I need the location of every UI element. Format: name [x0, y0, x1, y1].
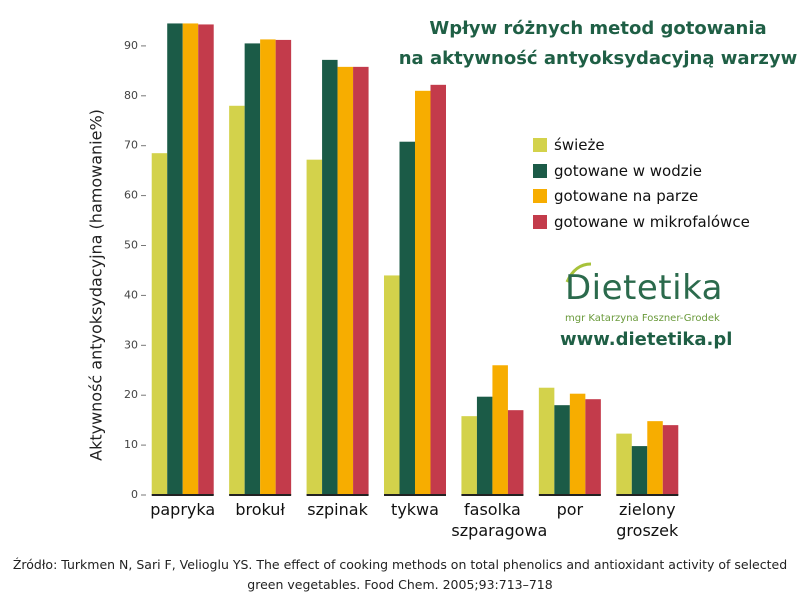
bar: [585, 399, 601, 495]
bar: [182, 23, 199, 495]
bar: [151, 153, 168, 495]
bar: [353, 66, 369, 495]
bar: [306, 159, 323, 495]
bar: [616, 433, 632, 495]
legend-item: gotowane w mikrofalówce: [533, 212, 750, 232]
bar: [476, 396, 493, 495]
y-tick-label: 0: [131, 488, 138, 501]
x-tick-label: por: [556, 500, 584, 519]
legend-swatch: [533, 138, 547, 152]
bar: [167, 23, 183, 495]
bar: [198, 24, 214, 496]
legend-swatch: [533, 163, 547, 178]
bar: [492, 365, 508, 495]
x-tick-label: brokuł: [235, 500, 285, 519]
bar: [647, 421, 663, 495]
bar: [244, 43, 261, 495]
legend-swatch: [533, 214, 547, 229]
bar: [631, 446, 648, 495]
bar: [430, 84, 446, 496]
brand-subtitle: mgr Katarzyna Foszner-Grodek: [565, 313, 720, 324]
chart-title: Wpływ różnych metod gotowania na aktywno…: [398, 18, 798, 69]
y-tick-label: 90: [124, 39, 138, 52]
y-tick-label: 100: [117, 0, 138, 2]
bar: [275, 39, 292, 496]
bar: [399, 141, 415, 495]
y-tick-label: 50: [124, 239, 138, 252]
bar: [569, 393, 586, 495]
bar: [507, 410, 524, 495]
y-tick-label: 20: [124, 388, 138, 401]
bar: [461, 416, 477, 495]
y-tick-label: 30: [124, 338, 138, 351]
y-tick-label: 70: [124, 139, 138, 152]
bar: [384, 275, 400, 495]
y-tick-label: 80: [124, 89, 138, 102]
logo-leaf: [565, 262, 592, 283]
legend-swatch: [533, 189, 547, 203]
y-tick-label: 10: [124, 438, 138, 451]
source: Źródło: Turkmen N, Sari F, Velioglu YS. …: [12, 557, 788, 592]
bar: [662, 425, 679, 495]
legend-item: gotowane w wodzie: [533, 161, 702, 181]
legend-label: gotowane w mikrofalówce: [554, 212, 750, 231]
bar: [538, 387, 555, 495]
y-tick-label: 60: [124, 189, 138, 202]
legend-item: świeże: [533, 135, 605, 155]
x-tick-label: papryka: [150, 500, 216, 519]
brand: Dietetika: [565, 268, 723, 308]
y-axis-label: Aktywność antyoksydacyjna (hamowanie%): [87, 109, 106, 461]
bar: [322, 59, 338, 495]
bar: [260, 39, 276, 496]
x-tick-label: tykwa: [391, 500, 439, 519]
legend-label: świeże: [554, 136, 605, 154]
x-tick-label: zielony groszek: [616, 500, 679, 540]
bar: [554, 405, 570, 495]
x-tick-label: fasolka szparagowa: [451, 500, 548, 540]
legend-label: gotowane w wodzie: [554, 161, 702, 180]
bar: [415, 90, 431, 495]
bar: [337, 66, 354, 495]
legend-label: gotowane na parze: [554, 187, 699, 205]
y-tick-label: 40: [124, 288, 138, 301]
url: www.dietetika.pl: [560, 329, 733, 350]
legend-item: gotowane na parze: [533, 186, 698, 206]
bar: [229, 105, 245, 495]
x-tick-label: szpinak: [307, 500, 368, 519]
